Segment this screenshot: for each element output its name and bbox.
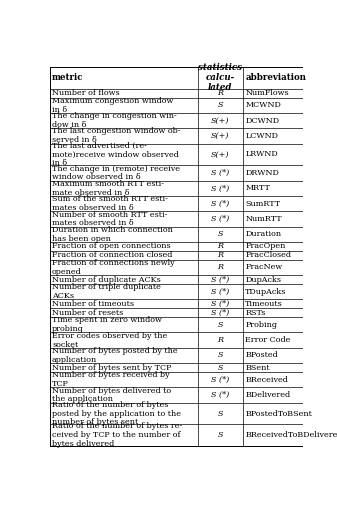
Text: Maximum smooth RTT esti-
mate observed in δ: Maximum smooth RTT esti- mate observed i… — [52, 180, 164, 197]
Text: MRTT: MRTT — [245, 184, 270, 193]
Text: Number of bytes delivered to
the application: Number of bytes delivered to the applica… — [52, 387, 171, 403]
Text: S (*): S (*) — [211, 275, 229, 283]
Text: S(+): S(+) — [211, 116, 229, 124]
Text: statistics
calcu-
lated: statistics calcu- lated — [198, 63, 242, 92]
Text: Error codes observed by the
socket: Error codes observed by the socket — [52, 332, 167, 348]
Text: FracOpen: FracOpen — [245, 242, 286, 250]
Text: S (*): S (*) — [211, 300, 229, 308]
Text: Maximum congestion window
in δ: Maximum congestion window in δ — [52, 97, 174, 114]
Text: Number of bytes sent by TCP: Number of bytes sent by TCP — [52, 364, 172, 371]
Text: S (*): S (*) — [211, 200, 229, 208]
Text: S: S — [218, 409, 223, 418]
Text: BReceivedToBDelivered: BReceivedToBDelivered — [245, 431, 337, 439]
Text: S (*): S (*) — [211, 391, 229, 399]
Text: metric: metric — [52, 73, 84, 82]
Text: Time spent in zero window
probing: Time spent in zero window probing — [52, 316, 162, 333]
Text: DCWND: DCWND — [245, 116, 279, 124]
Text: Error Code: Error Code — [245, 336, 291, 344]
Text: Number of resets: Number of resets — [52, 309, 123, 316]
Text: Fraction of connections newly
opened: Fraction of connections newly opened — [52, 259, 175, 276]
Text: BPostedToBSent: BPostedToBSent — [245, 409, 312, 418]
Text: Number of duplicate ACKs: Number of duplicate ACKs — [52, 275, 161, 283]
Text: S: S — [218, 101, 223, 109]
Text: MCWND: MCWND — [245, 101, 281, 109]
Text: Timeouts: Timeouts — [245, 300, 283, 308]
Text: LCWND: LCWND — [245, 132, 278, 140]
Text: S: S — [218, 431, 223, 439]
Text: S(+): S(+) — [211, 132, 229, 140]
Text: BReceived: BReceived — [245, 375, 288, 384]
Text: Number of smooth RTT esti-
mates observed in δ: Number of smooth RTT esti- mates observe… — [52, 211, 167, 228]
Text: SumRTT: SumRTT — [245, 200, 280, 208]
Text: The change in (remote) receive
window observed in δ: The change in (remote) receive window ob… — [52, 165, 180, 181]
Text: Sum of the smooth RTT esti-
mates observed in δ: Sum of the smooth RTT esti- mates observ… — [52, 195, 168, 212]
Text: NumRTT: NumRTT — [245, 215, 282, 223]
Text: R: R — [217, 89, 223, 97]
Text: S (*): S (*) — [211, 375, 229, 384]
Text: RSTs: RSTs — [245, 309, 266, 316]
Text: S (*): S (*) — [211, 169, 229, 177]
Text: R: R — [217, 336, 223, 344]
Text: DRWND: DRWND — [245, 169, 279, 177]
Text: Number of timeouts: Number of timeouts — [52, 300, 134, 308]
Text: R: R — [217, 251, 223, 260]
Text: S: S — [218, 230, 223, 238]
Text: FracNew: FracNew — [245, 264, 282, 271]
Text: DupAcks: DupAcks — [245, 275, 281, 283]
Text: S: S — [218, 364, 223, 371]
Text: The last advertised (re-
mote)receive window observed
in δ: The last advertised (re- mote)receive wi… — [52, 142, 179, 167]
Text: abbreviation: abbreviation — [245, 73, 306, 82]
Text: R: R — [217, 242, 223, 250]
Text: BPosted: BPosted — [245, 352, 278, 360]
Text: Fraction of open connections: Fraction of open connections — [52, 242, 171, 250]
Text: Probing: Probing — [245, 321, 277, 329]
Text: Ratio of the number of bytes
posted by the application to the
number of bytes se: Ratio of the number of bytes posted by t… — [52, 401, 181, 426]
Text: Number of bytes received by
TCP: Number of bytes received by TCP — [52, 371, 170, 388]
Text: Ratio of the number of bytes re-
ceived by TCP to the number of
bytes delivered: Ratio of the number of bytes re- ceived … — [52, 423, 182, 448]
Text: Fraction of connection closed: Fraction of connection closed — [52, 251, 173, 260]
Text: Number of bytes posted by the
application: Number of bytes posted by the applicatio… — [52, 347, 178, 364]
Text: S: S — [218, 321, 223, 329]
Text: Number of flows: Number of flows — [52, 89, 120, 97]
Text: Duration: Duration — [245, 230, 281, 238]
Text: FracClosed: FracClosed — [245, 251, 291, 260]
Text: S: S — [218, 352, 223, 360]
Text: S (*): S (*) — [211, 309, 229, 316]
Text: Number of triple duplicate
ACKs: Number of triple duplicate ACKs — [52, 283, 161, 300]
Text: BSent: BSent — [245, 364, 270, 371]
Text: S (*): S (*) — [211, 288, 229, 296]
Text: The last congestion window ob-
served in δ: The last congestion window ob- served in… — [52, 128, 181, 144]
Text: S(+): S(+) — [211, 150, 229, 158]
Text: LRWND: LRWND — [245, 150, 278, 158]
Text: S (*): S (*) — [211, 184, 229, 193]
Text: R: R — [217, 264, 223, 271]
Text: Duration in which connection
has been open: Duration in which connection has been op… — [52, 226, 173, 243]
Text: BDelivered: BDelivered — [245, 391, 290, 399]
Text: TDupAcks: TDupAcks — [245, 288, 287, 296]
Text: S (*): S (*) — [211, 215, 229, 223]
Text: NumFlows: NumFlows — [245, 89, 289, 97]
Text: The change in congestion win-
dow in δ: The change in congestion win- dow in δ — [52, 112, 177, 129]
